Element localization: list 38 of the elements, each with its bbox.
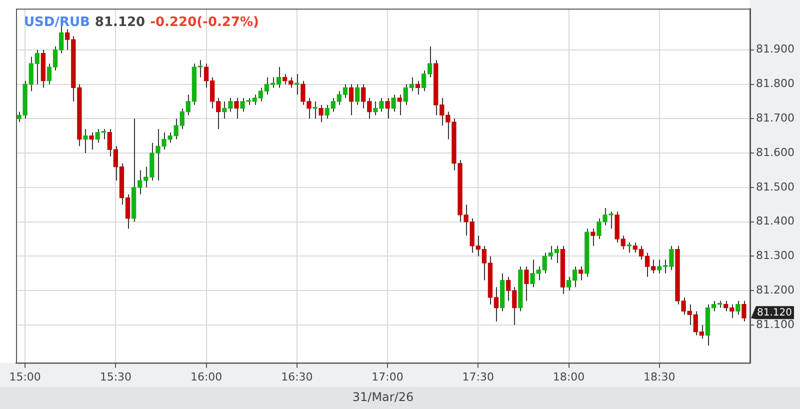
candlestick xyxy=(742,300,746,322)
candlestick xyxy=(354,84,360,106)
y-tick-label: 81.300 xyxy=(756,249,794,262)
y-tick-label: 81.800 xyxy=(756,77,794,90)
y-tick-label: 81.100 xyxy=(756,318,794,331)
candlestick xyxy=(318,104,324,123)
x-tick-label: 18:30 xyxy=(644,370,676,384)
candlestick xyxy=(736,300,740,316)
x-tick-label: 16:00 xyxy=(190,370,222,384)
candlestick xyxy=(385,98,390,120)
candlestick xyxy=(590,228,596,246)
candlestick xyxy=(524,266,529,302)
y-tick-label: 81.600 xyxy=(756,146,794,159)
y-tick-label: 81.400 xyxy=(756,214,794,228)
candlestick xyxy=(415,80,420,96)
x-tick-label: 15:30 xyxy=(100,370,132,384)
text: 81.120 xyxy=(94,14,146,30)
annotation: -0.220(-0.27%) xyxy=(150,14,260,30)
x-tick-label: 15:00 xyxy=(9,370,41,384)
candlestick xyxy=(234,98,239,120)
y-tick-label: 81.900 xyxy=(756,42,794,56)
candlestick xyxy=(83,128,88,154)
candlestick xyxy=(391,94,396,112)
y-tick-label: 81.200 xyxy=(756,283,794,296)
candlestick xyxy=(348,84,354,116)
text: 81.120 xyxy=(757,308,792,319)
x-tick-label: 18:00 xyxy=(552,370,585,384)
candlestick xyxy=(397,94,402,116)
x-axis-title: 31/Mar/26 xyxy=(352,390,414,404)
candlestick xyxy=(578,266,584,281)
text: USD/RUB xyxy=(24,14,90,30)
x-tick-label: 17:30 xyxy=(462,370,494,384)
candlestick xyxy=(312,100,318,120)
x-tick-label: 17:00 xyxy=(372,370,404,384)
x-tick-label: 16:30 xyxy=(281,370,313,384)
y-tick-label: 81.500 xyxy=(756,180,794,194)
candlestick xyxy=(89,132,94,150)
y-tick-label: 81.700 xyxy=(756,112,794,124)
